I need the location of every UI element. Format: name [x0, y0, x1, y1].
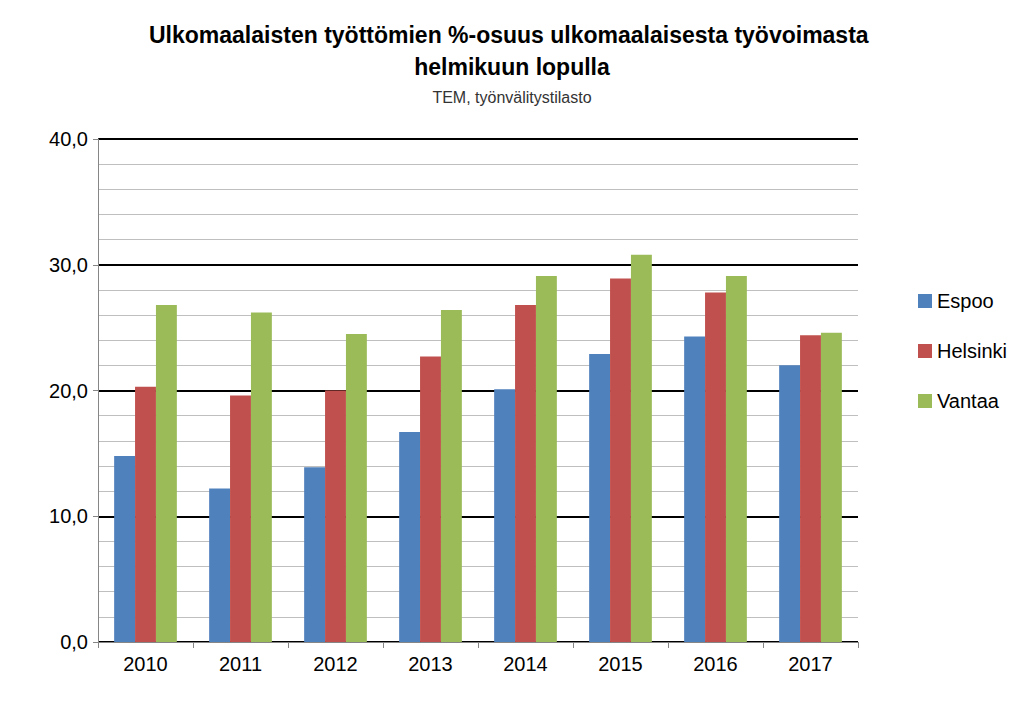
svg-text:20,0: 20,0	[49, 380, 88, 402]
svg-text:2015: 2015	[598, 653, 643, 675]
svg-text:2013: 2013	[408, 653, 453, 675]
svg-text:helmikuun lopulla: helmikuun lopulla	[414, 54, 610, 80]
svg-text:Ulkomaalaisten työttömien %-os: Ulkomaalaisten työttömien %-osuus ulkoma…	[149, 22, 875, 48]
svg-text:2014: 2014	[503, 653, 548, 675]
svg-text:Helsinki: Helsinki	[937, 340, 1007, 362]
svg-text:40,0: 40,0	[49, 128, 88, 150]
svg-text:2017: 2017	[788, 653, 833, 675]
svg-text:Vantaa: Vantaa	[937, 390, 1000, 412]
svg-text:30,0: 30,0	[49, 254, 88, 276]
svg-text:2011: 2011	[219, 653, 262, 675]
svg-text:Espoo: Espoo	[937, 290, 994, 312]
svg-text:10,0: 10,0	[49, 505, 88, 527]
svg-text:2016: 2016	[693, 653, 738, 675]
svg-text:2012: 2012	[313, 653, 358, 675]
svg-text:0,0: 0,0	[60, 631, 88, 653]
svg-text:2010: 2010	[123, 653, 168, 675]
svg-text:TEM, työnvälitystilasto: TEM, työnvälitystilasto	[432, 89, 591, 106]
